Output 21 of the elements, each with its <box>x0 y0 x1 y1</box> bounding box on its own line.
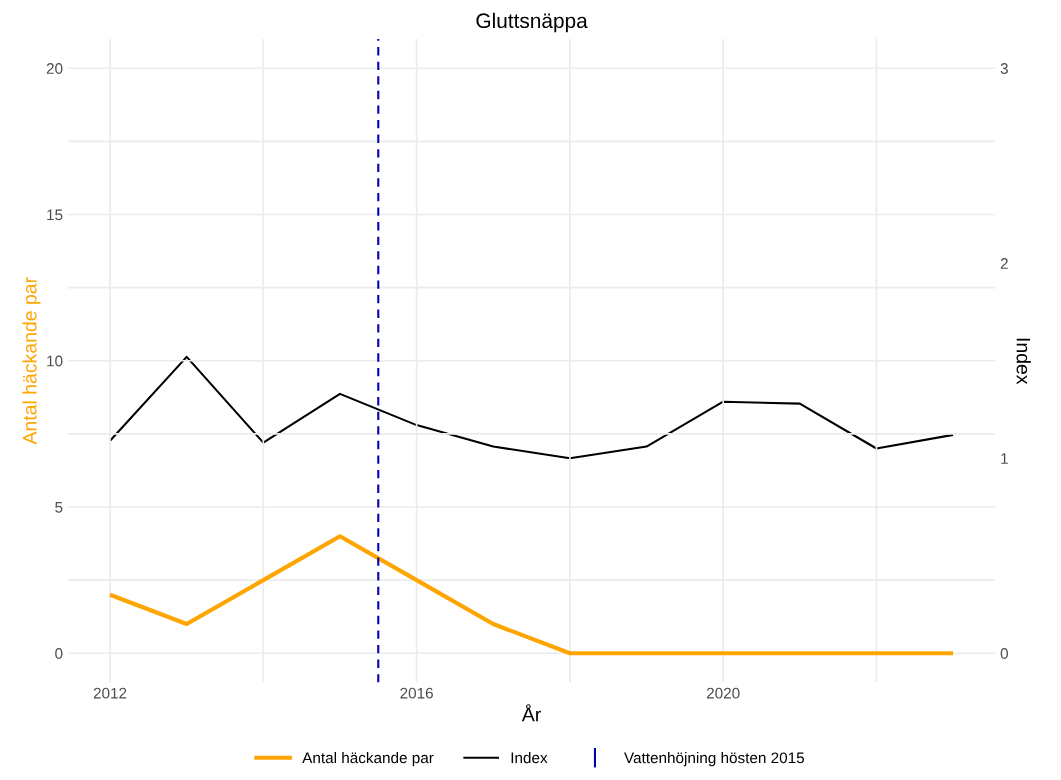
y-tick-label: 20 <box>46 63 63 74</box>
y2-tick-label: 1 <box>1001 453 1008 464</box>
x-axis-title: År <box>521 704 541 722</box>
x-tick-label: 2020 <box>706 687 740 699</box>
x-tick-label: 2016 <box>400 687 433 699</box>
legend-label: Antal häckande par <box>302 752 434 767</box>
line-series <box>109 355 955 460</box>
y2-tick-label: 2 <box>1000 258 1008 269</box>
line-series <box>107 534 956 656</box>
y-tick-label: 15 <box>47 209 63 221</box>
x-tick-label: 2012 <box>93 687 127 699</box>
y2-tick-label: 3 <box>1000 63 1008 74</box>
legend-label: Index <box>511 752 548 764</box>
y-axis-title: Antal häckande par <box>22 277 41 445</box>
y2-axis-title: Index <box>1016 338 1031 385</box>
y2-tick-label: 0 <box>1000 648 1008 659</box>
legend-label: Vattenhöjning hösten 2015 <box>624 752 805 767</box>
chart-title: Gluttsnäppa <box>476 12 588 33</box>
y-tick-label: 5 <box>55 502 63 513</box>
y-tick-label: 10 <box>47 355 63 367</box>
y-tick-label: 0 <box>55 648 63 659</box>
